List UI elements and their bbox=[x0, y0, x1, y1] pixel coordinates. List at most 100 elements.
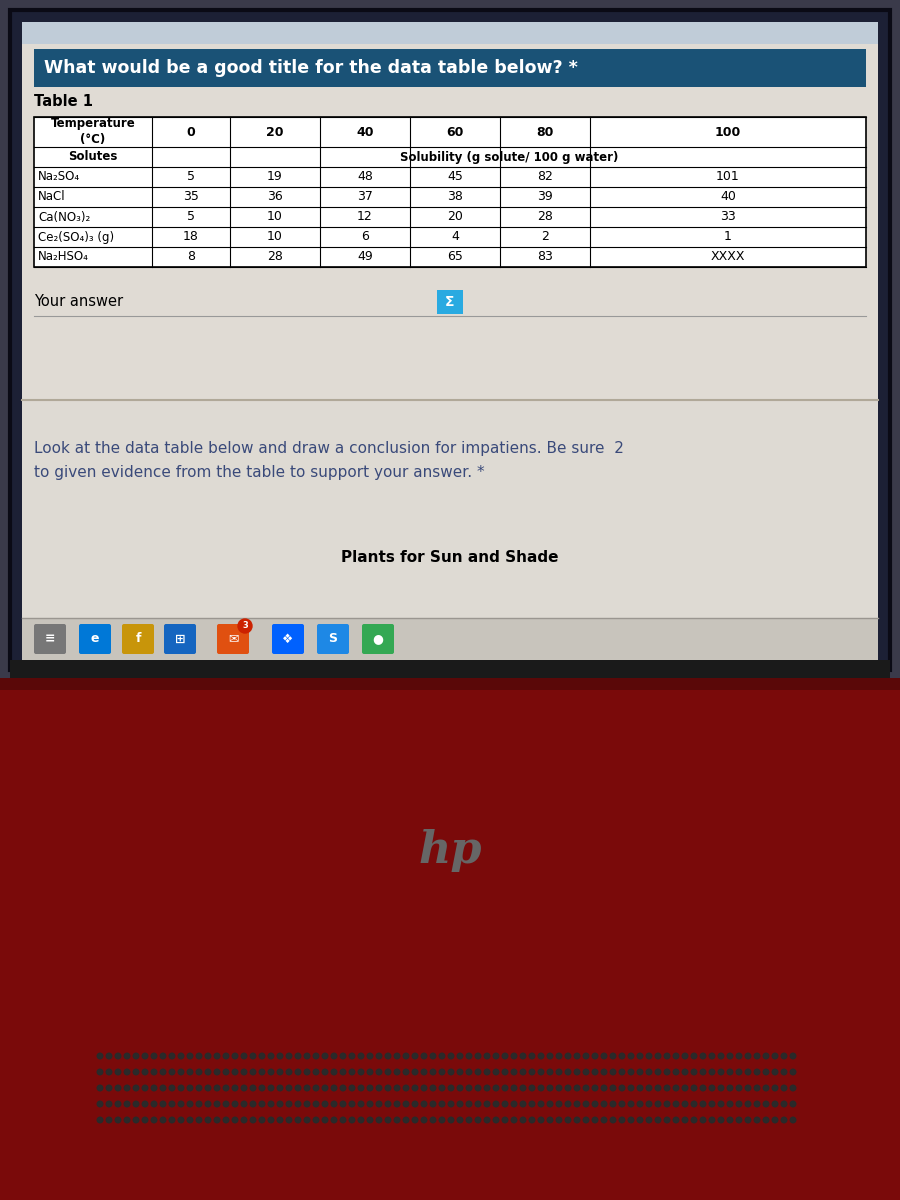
Circle shape bbox=[529, 1085, 535, 1091]
Circle shape bbox=[385, 1085, 391, 1091]
Circle shape bbox=[412, 1102, 418, 1106]
Circle shape bbox=[529, 1054, 535, 1058]
Text: 2: 2 bbox=[541, 230, 549, 244]
Circle shape bbox=[322, 1069, 328, 1075]
Circle shape bbox=[241, 1054, 247, 1058]
Text: 1: 1 bbox=[724, 230, 732, 244]
Circle shape bbox=[529, 1102, 535, 1106]
Circle shape bbox=[106, 1054, 112, 1058]
Text: Ca(NO₃)₂: Ca(NO₃)₂ bbox=[38, 210, 90, 223]
Text: ⊞: ⊞ bbox=[175, 632, 185, 646]
Text: hp: hp bbox=[418, 828, 482, 871]
Circle shape bbox=[664, 1085, 670, 1091]
Circle shape bbox=[214, 1117, 220, 1123]
Circle shape bbox=[178, 1054, 184, 1058]
Circle shape bbox=[349, 1054, 355, 1058]
Circle shape bbox=[259, 1085, 265, 1091]
Circle shape bbox=[466, 1117, 472, 1123]
Circle shape bbox=[205, 1085, 211, 1091]
Circle shape bbox=[484, 1054, 490, 1058]
Circle shape bbox=[745, 1102, 751, 1106]
Circle shape bbox=[700, 1054, 706, 1058]
Circle shape bbox=[205, 1102, 211, 1106]
Circle shape bbox=[142, 1085, 148, 1091]
Circle shape bbox=[358, 1085, 364, 1091]
Text: 4: 4 bbox=[451, 230, 459, 244]
FancyBboxPatch shape bbox=[272, 624, 304, 654]
Circle shape bbox=[430, 1054, 436, 1058]
Circle shape bbox=[457, 1117, 463, 1123]
Circle shape bbox=[709, 1054, 715, 1058]
Circle shape bbox=[142, 1054, 148, 1058]
Circle shape bbox=[340, 1117, 346, 1123]
Text: 40: 40 bbox=[356, 126, 374, 138]
Circle shape bbox=[547, 1102, 553, 1106]
Circle shape bbox=[538, 1069, 544, 1075]
Circle shape bbox=[646, 1085, 652, 1091]
Circle shape bbox=[448, 1069, 454, 1075]
Circle shape bbox=[655, 1085, 661, 1091]
Circle shape bbox=[394, 1069, 400, 1075]
Circle shape bbox=[250, 1085, 256, 1091]
Circle shape bbox=[322, 1117, 328, 1123]
Text: Ce₂(SO₄)₃ (g): Ce₂(SO₄)₃ (g) bbox=[38, 230, 114, 244]
Circle shape bbox=[223, 1085, 229, 1091]
Circle shape bbox=[403, 1117, 409, 1123]
Text: 35: 35 bbox=[183, 191, 199, 204]
Circle shape bbox=[169, 1054, 175, 1058]
Text: 20: 20 bbox=[447, 210, 463, 223]
Circle shape bbox=[583, 1069, 589, 1075]
Circle shape bbox=[457, 1054, 463, 1058]
Circle shape bbox=[556, 1054, 562, 1058]
Circle shape bbox=[727, 1054, 733, 1058]
Circle shape bbox=[718, 1069, 724, 1075]
Circle shape bbox=[601, 1069, 607, 1075]
Bar bbox=[22, 22, 878, 660]
Circle shape bbox=[250, 1102, 256, 1106]
Circle shape bbox=[583, 1054, 589, 1058]
Circle shape bbox=[637, 1069, 643, 1075]
Circle shape bbox=[763, 1085, 769, 1091]
Circle shape bbox=[709, 1117, 715, 1123]
Circle shape bbox=[727, 1085, 733, 1091]
Circle shape bbox=[727, 1117, 733, 1123]
Circle shape bbox=[655, 1069, 661, 1075]
Circle shape bbox=[484, 1102, 490, 1106]
Text: S: S bbox=[328, 632, 338, 646]
Circle shape bbox=[385, 1117, 391, 1123]
Text: 19: 19 bbox=[267, 170, 283, 184]
Circle shape bbox=[691, 1069, 697, 1075]
Text: 18: 18 bbox=[183, 230, 199, 244]
Circle shape bbox=[646, 1054, 652, 1058]
Circle shape bbox=[205, 1054, 211, 1058]
Circle shape bbox=[196, 1117, 202, 1123]
Circle shape bbox=[331, 1054, 337, 1058]
Circle shape bbox=[682, 1069, 688, 1075]
Circle shape bbox=[664, 1054, 670, 1058]
Text: 10: 10 bbox=[267, 210, 283, 223]
Circle shape bbox=[304, 1102, 310, 1106]
Circle shape bbox=[358, 1117, 364, 1123]
Circle shape bbox=[547, 1069, 553, 1075]
Circle shape bbox=[394, 1054, 400, 1058]
Circle shape bbox=[520, 1054, 526, 1058]
Text: ✉: ✉ bbox=[228, 632, 238, 646]
Circle shape bbox=[142, 1117, 148, 1123]
Circle shape bbox=[682, 1102, 688, 1106]
Circle shape bbox=[331, 1117, 337, 1123]
Circle shape bbox=[250, 1117, 256, 1123]
Circle shape bbox=[763, 1054, 769, 1058]
Circle shape bbox=[565, 1085, 571, 1091]
Circle shape bbox=[448, 1085, 454, 1091]
Circle shape bbox=[439, 1102, 445, 1106]
Circle shape bbox=[637, 1085, 643, 1091]
Circle shape bbox=[277, 1085, 283, 1091]
Circle shape bbox=[259, 1102, 265, 1106]
Circle shape bbox=[682, 1085, 688, 1091]
Circle shape bbox=[781, 1054, 787, 1058]
FancyBboxPatch shape bbox=[217, 624, 249, 654]
Circle shape bbox=[214, 1085, 220, 1091]
Circle shape bbox=[772, 1085, 778, 1091]
Circle shape bbox=[610, 1117, 616, 1123]
Circle shape bbox=[754, 1102, 760, 1106]
